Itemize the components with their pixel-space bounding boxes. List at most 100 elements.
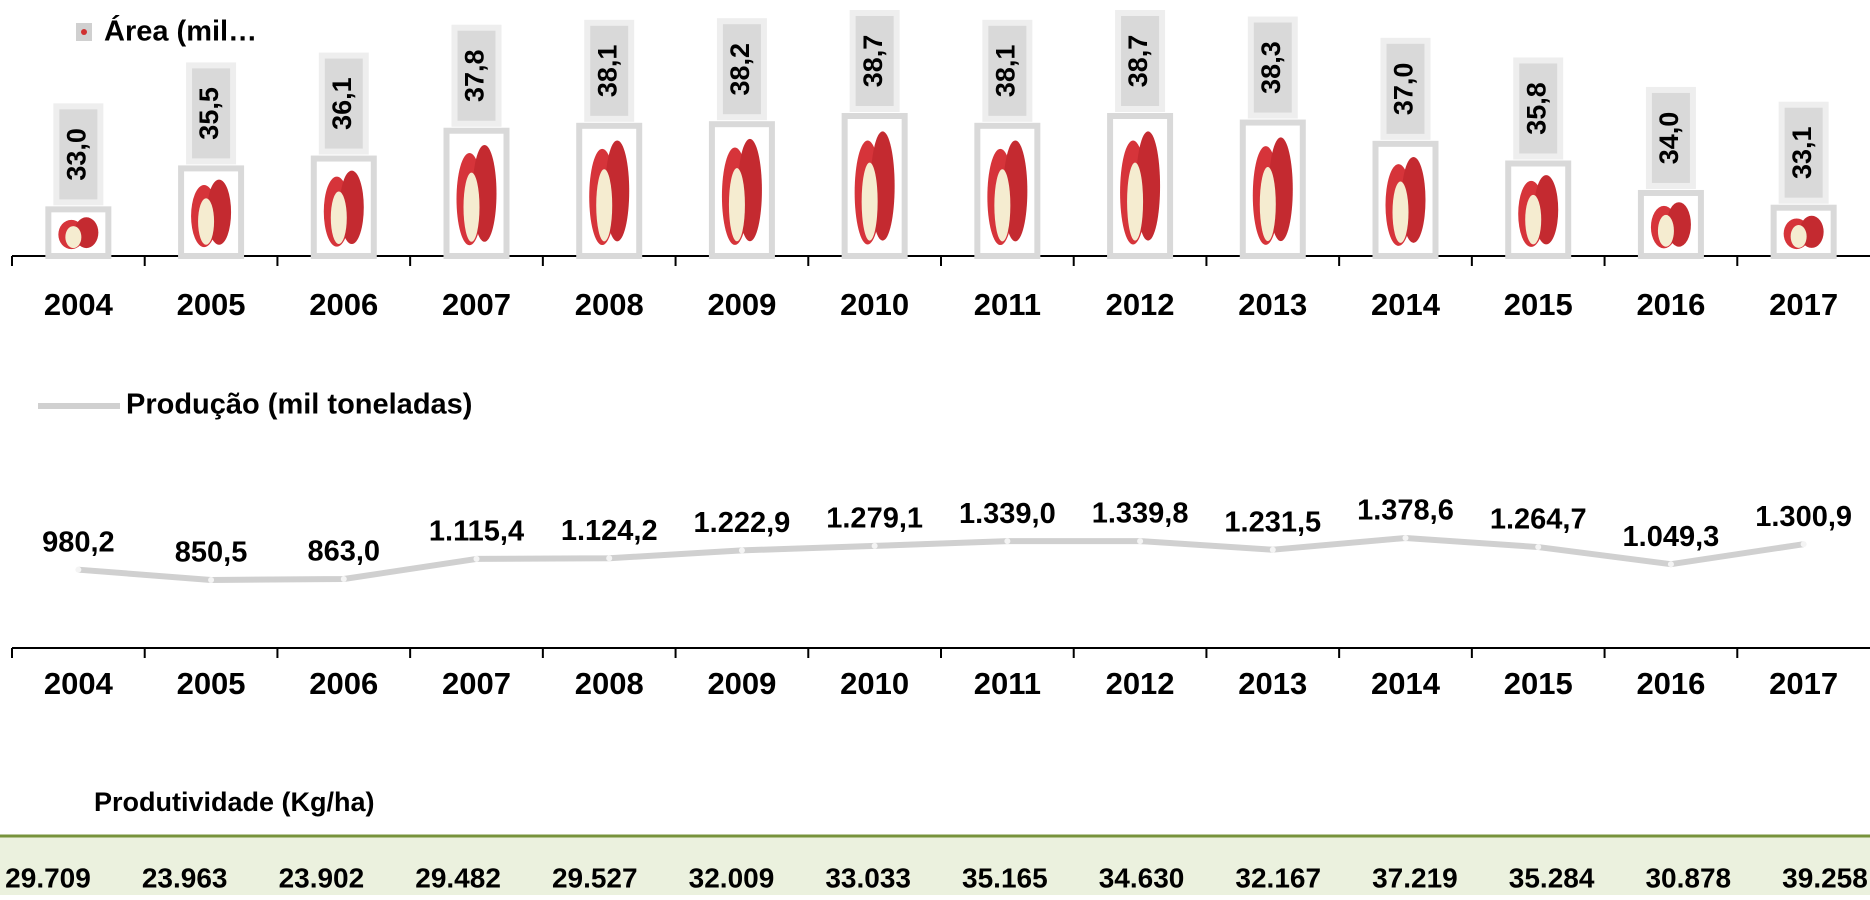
value-label: 863,0 — [307, 536, 380, 568]
point — [208, 577, 214, 583]
value-label: 38,7 — [1123, 35, 1153, 88]
x-tick-label: 2017 — [1769, 287, 1838, 322]
x-tick-label: 2005 — [177, 666, 246, 701]
x-tick-label: 2004 — [44, 287, 114, 322]
bar-apple-slice — [65, 226, 81, 248]
point — [474, 556, 480, 562]
x-tick-label: 2011 — [974, 287, 1041, 322]
bar-apple-slice — [994, 169, 1010, 241]
bar-apple-slice — [596, 169, 612, 241]
x-tick-label: 2017 — [1769, 666, 1838, 701]
table-title: Produtividade (Kg/ha) — [94, 787, 375, 817]
table-cell: 23.902 — [279, 862, 365, 893]
point — [739, 547, 745, 553]
value-label: 37,8 — [460, 49, 490, 102]
table-cell: 23.963 — [142, 862, 228, 893]
x-tick-label: 2007 — [442, 666, 511, 701]
point — [1137, 538, 1143, 544]
value-label: 36,1 — [327, 77, 357, 130]
x-tick-label: 2009 — [707, 666, 776, 701]
point — [1801, 541, 1807, 547]
bar-apple-slice — [1525, 195, 1541, 245]
x-tick-label: 2008 — [575, 287, 644, 322]
bar-apple-slice — [1127, 163, 1143, 241]
table-cell: 33.033 — [825, 862, 911, 893]
value-label: 38,3 — [1256, 41, 1286, 94]
bar-apple-slice — [1791, 225, 1807, 248]
point — [341, 576, 347, 582]
bar-apple-slice — [1393, 182, 1409, 243]
legend-label: Produção (mil toneladas) — [126, 389, 472, 421]
x-tick-label: 2004 — [44, 666, 114, 701]
table-cell: 35.165 — [962, 862, 1048, 893]
x-tick-label: 2006 — [309, 287, 378, 322]
legend-icon-apple — [81, 29, 87, 35]
point — [606, 555, 612, 561]
value-label: 35,5 — [194, 87, 224, 140]
x-tick-label: 2008 — [575, 666, 644, 701]
value-label: 1.339,8 — [1092, 498, 1189, 530]
x-tick-label: 2014 — [1371, 287, 1441, 322]
x-tick-label: 2016 — [1636, 287, 1705, 322]
value-label: 34,0 — [1654, 112, 1684, 165]
x-tick-label: 2005 — [177, 287, 246, 322]
x-tick-label: 2006 — [309, 666, 378, 701]
value-label: 38,1 — [592, 45, 622, 98]
table-cell: 29.527 — [552, 862, 638, 893]
value-label: 1.124,2 — [561, 515, 658, 547]
table-cell: 32.009 — [689, 862, 775, 893]
table-cell: 29.482 — [415, 862, 501, 893]
value-label: 1.339,0 — [959, 498, 1056, 530]
value-label: 1.378,6 — [1357, 495, 1454, 527]
x-tick-label: 2015 — [1504, 287, 1573, 322]
x-tick-label: 2009 — [707, 287, 776, 322]
bar-apple-slice — [862, 163, 878, 241]
value-label: 35,8 — [1521, 82, 1551, 135]
point — [75, 567, 81, 573]
bar-apple-slice — [1658, 215, 1674, 247]
x-tick-label: 2013 — [1238, 666, 1307, 701]
point — [1270, 547, 1276, 553]
value-label: 1.231,5 — [1224, 506, 1321, 538]
bar-apple-slice — [331, 192, 347, 244]
table-cell: 32.167 — [1235, 862, 1321, 893]
legend-label: Área (mil… — [104, 14, 257, 48]
x-tick-label: 2015 — [1504, 666, 1573, 701]
bar-apple-slice — [1260, 167, 1276, 241]
table-cell: 30.878 — [1645, 862, 1731, 893]
table-cell: 37.219 — [1372, 862, 1458, 893]
value-label: 1.222,9 — [694, 507, 791, 539]
x-tick-label: 2010 — [840, 287, 909, 322]
value-label: 1.264,7 — [1490, 504, 1587, 536]
bar-apple-slice — [729, 168, 745, 241]
value-label: 38,7 — [858, 35, 888, 88]
value-label: 980,2 — [42, 526, 115, 558]
value-label: 850,5 — [175, 537, 248, 569]
x-tick-label: 2013 — [1238, 287, 1307, 322]
x-tick-label: 2010 — [840, 666, 909, 701]
value-label: 1.049,3 — [1623, 521, 1720, 553]
x-tick-label: 2011 — [974, 666, 1041, 701]
point — [872, 543, 878, 549]
value-label: 38,2 — [725, 43, 755, 96]
bar-apple-slice — [198, 198, 214, 245]
bar-apple-slice — [464, 173, 480, 242]
x-tick-label: 2014 — [1371, 666, 1441, 701]
table-cell: 34.630 — [1099, 862, 1185, 893]
value-label: 33,0 — [61, 128, 91, 181]
table-cell: 39.258 — [1782, 862, 1868, 893]
table-cell: 35.284 — [1509, 862, 1595, 893]
point — [1004, 538, 1010, 544]
chart: Área (mil… Produção (mil toneladas) Prod… — [0, 0, 1870, 895]
x-tick-label: 2016 — [1636, 666, 1705, 701]
x-tick-label: 2012 — [1106, 287, 1175, 322]
point — [1668, 561, 1674, 567]
x-tick-label: 2007 — [442, 287, 511, 322]
value-label: 1.115,4 — [429, 516, 524, 548]
value-label: 33,1 — [1787, 126, 1817, 179]
value-label: 37,0 — [1389, 63, 1419, 116]
table-cell: 29.709 — [5, 862, 91, 893]
point — [1535, 544, 1541, 550]
point — [1403, 535, 1409, 541]
value-label: 1.279,1 — [826, 503, 923, 535]
